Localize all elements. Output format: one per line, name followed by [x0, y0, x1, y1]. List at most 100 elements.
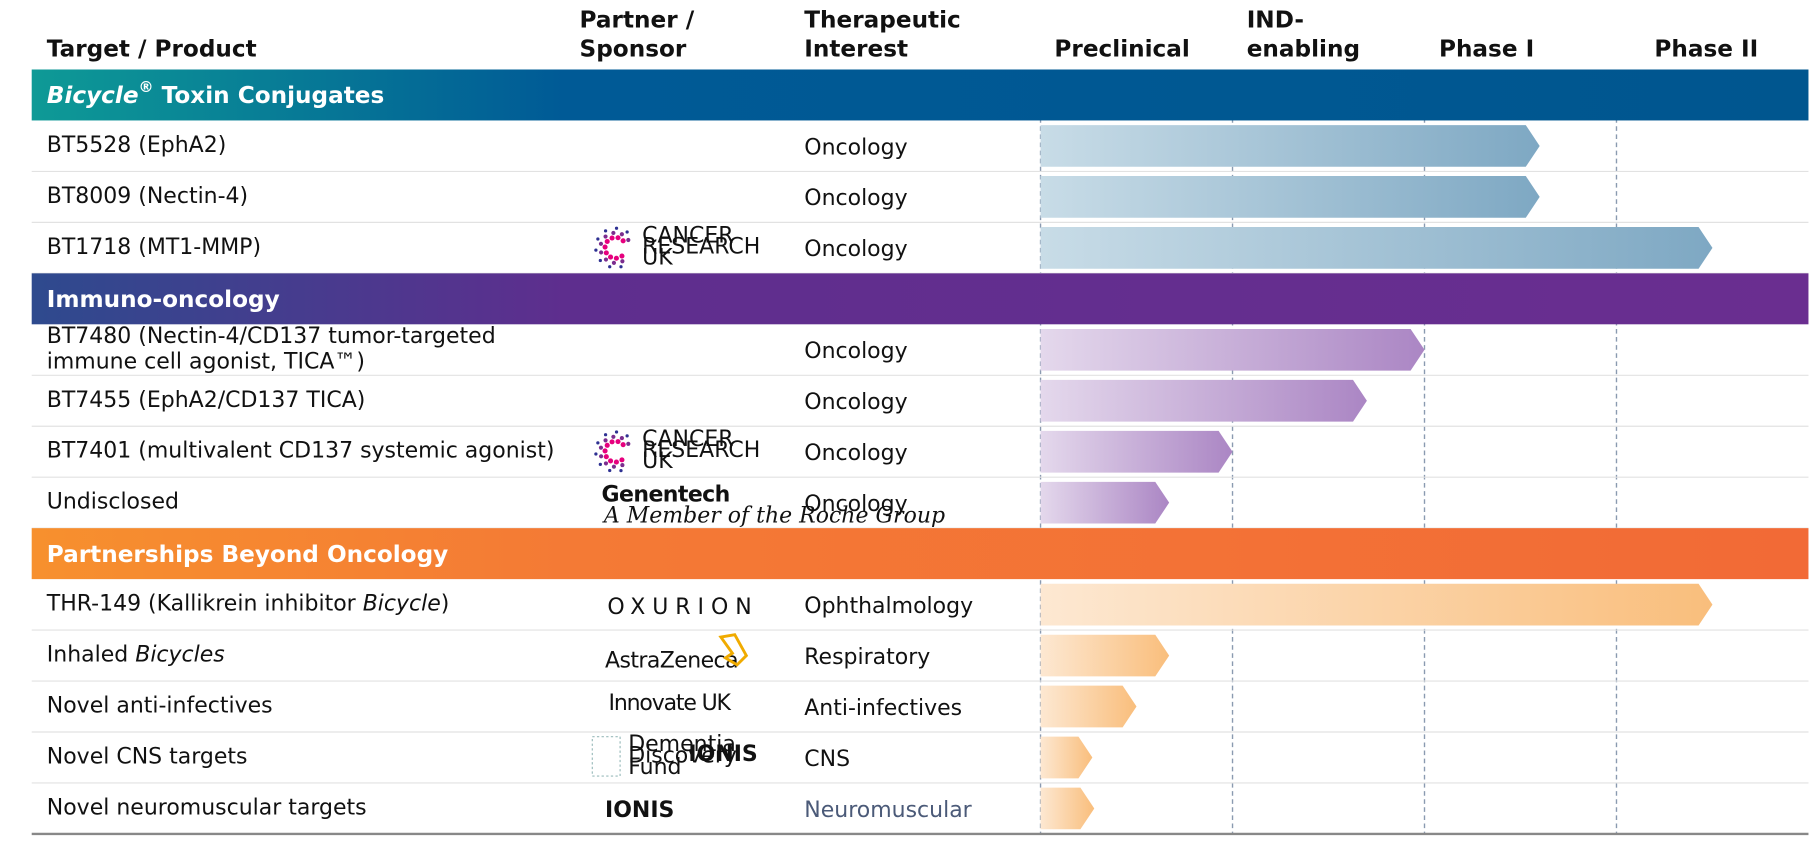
logo-dot [594, 248, 598, 252]
therapeutic-interest: Oncology [804, 390, 907, 415]
partner-logo: IONIS [605, 798, 674, 823]
partner-text: RESEARCH [642, 438, 760, 463]
section-title: Bicycle® Toxin Conjugates [47, 78, 385, 109]
text-span: THR-149 (Kallikrein inhibitor [46, 592, 363, 617]
logo-dot [620, 238, 626, 244]
logo-dot [614, 430, 619, 434]
header-label: enabling [1247, 36, 1360, 62]
logo-dot [603, 250, 609, 256]
logo-dot [614, 226, 619, 230]
partner-text: RESEARCH [642, 234, 760, 259]
text-span: Bicycles [135, 643, 225, 668]
logo-dot [603, 438, 608, 443]
logo-dot [625, 230, 629, 234]
section-band [31, 528, 1809, 580]
partner-text: Discovery [628, 743, 737, 768]
partner-text: Innovate UK [609, 691, 732, 716]
logo-dot [620, 463, 625, 468]
therapeutic-interest: Anti-infectives [804, 696, 962, 721]
product-name: BT8009 (Nectin-4) [47, 184, 248, 209]
header-label: Phase II [1654, 36, 1758, 62]
logo-dot [619, 265, 623, 269]
logo-dot [619, 253, 625, 259]
logo-dot [620, 442, 626, 448]
header-label: Phase I [1439, 36, 1534, 62]
product-name: BT7401 (multivalent CD137 systemic agoni… [47, 439, 555, 464]
therapeutic-interest: Oncology [804, 135, 907, 160]
partner-text: Fund [628, 755, 681, 780]
logo-dot [611, 464, 617, 469]
therapeutic-interest: Oncology [804, 186, 907, 211]
logo-dot [603, 433, 608, 437]
text-span: BT7480 (Nectin-4/CD137 tumor-targeted [47, 324, 496, 349]
progress-bar [1040, 125, 1540, 167]
logo-dot [598, 445, 604, 450]
logo-dot [602, 244, 608, 250]
partner-text: Dementia [628, 732, 736, 757]
text-span: ) [441, 592, 450, 617]
partner-text: A Member of the Roche Group [602, 504, 945, 529]
partner-logo: Innovate UK [609, 691, 733, 716]
logo-mark [591, 736, 621, 777]
logo-dot [626, 237, 631, 243]
logo-dot [598, 241, 604, 246]
therapeutic-interest: CNS [804, 747, 850, 772]
partner-text: Genentech [602, 483, 730, 508]
product-name: THR-149 (Kallikrein inhibitor Bicycle) [46, 592, 450, 617]
product-name: BT1718 (MT1-MMP) [47, 235, 261, 260]
progress-bar [1040, 736, 1093, 779]
header-label: Target / Product [47, 36, 257, 62]
text-span: Inhaled [47, 643, 135, 668]
text-span: BT8009 (Nectin-4) [47, 184, 248, 209]
logo-dot [596, 237, 600, 241]
text-span: Partnerships Beyond Oncology [47, 541, 449, 567]
text-span: Undisclosed [47, 490, 179, 515]
partner-text: CANCER [642, 223, 733, 248]
partner-text: OXURION [607, 595, 758, 620]
progress-bar [1040, 787, 1095, 830]
text-span: Bicycle [47, 83, 139, 109]
progress-bar [1040, 430, 1233, 473]
logo-dot [609, 235, 615, 241]
logo-dot [613, 255, 619, 261]
logo-dot [611, 230, 616, 236]
text-span: Immuno-oncology [47, 286, 280, 312]
therapeutic-interest: Oncology [804, 441, 907, 466]
logo-dot [596, 441, 600, 445]
text-span: BT5528 (EphA2) [47, 133, 227, 158]
logo-dot [603, 234, 608, 239]
header-label: Partner / [580, 7, 695, 33]
product-name: Undisclosed [47, 490, 179, 515]
logo-dot [603, 257, 609, 262]
progress-bar [1040, 328, 1425, 371]
progress-bar [1040, 634, 1170, 677]
logo-dot [608, 458, 614, 464]
partner-text: CANCER [642, 427, 733, 452]
header-label: Sponsor [580, 36, 687, 62]
logo-dot [604, 238, 610, 245]
partner-logo: AstraZeneca [605, 633, 749, 673]
progress-bar [1040, 379, 1367, 422]
logo-mark [718, 633, 749, 667]
therapeutic-interest: Respiratory [804, 645, 930, 670]
logo-dot [599, 250, 604, 255]
logo-dot [604, 442, 610, 448]
logo-dot [599, 454, 604, 459]
header-label: Preclinical [1054, 36, 1189, 62]
logo-dot [608, 254, 614, 260]
logo-dot [611, 434, 616, 439]
therapeutic-interest: Neuromuscular [804, 798, 972, 823]
product-name: Inhaled Bicycles [47, 643, 225, 668]
header-label: Interest [804, 36, 908, 62]
header-label: Therapeutic [804, 7, 961, 33]
logo-dot [594, 452, 598, 456]
progress-bar [1040, 685, 1137, 728]
product-name: Novel anti-infectives [47, 694, 273, 719]
logo-dot [611, 260, 617, 265]
text-span: Toxin Conjugates [154, 83, 385, 109]
partner-text: IONIS [605, 798, 674, 823]
progress-bar [1040, 583, 1713, 626]
